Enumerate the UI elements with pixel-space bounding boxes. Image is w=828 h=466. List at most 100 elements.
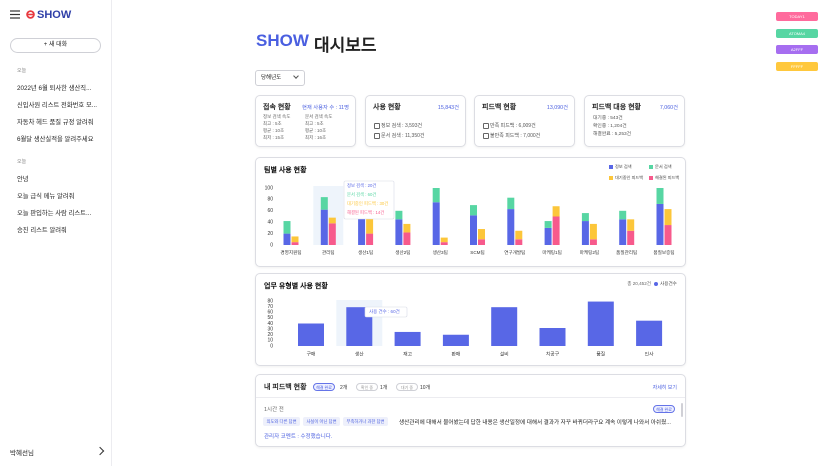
y-tick-label: 40 <box>267 220 273 226</box>
filter-pill[interactable]: 해결 완료 <box>313 383 335 391</box>
x-tick-label: 생산 <box>355 350 364 357</box>
feedback-tag: 부족하거나 과한 답변 <box>343 417 388 426</box>
bar-segment <box>320 197 328 210</box>
logo-text: SHOW <box>37 9 72 21</box>
color-tag[interactable]: FFFFF <box>776 62 818 71</box>
y-tick-label: 60 <box>267 310 273 316</box>
feedback-tag: 의도와 다른 답변 <box>263 417 300 426</box>
x-tick-label: 연구개발팀 <box>504 249 525 256</box>
bar-segment <box>589 223 597 240</box>
card-stat: 평균 : 10초 <box>305 128 327 133</box>
chat-history-item[interactable]: 6월달 생산실적을 알려주세요 <box>17 136 94 143</box>
bar-segment <box>619 210 627 220</box>
bar <box>442 334 469 346</box>
y-tick-label: 10 <box>267 338 273 344</box>
bar-segment <box>544 227 552 245</box>
x-tick-label: 마케팅2팀 <box>580 249 599 256</box>
bar-segment <box>283 233 291 245</box>
summary-card: 접속 현황 현재 사용자 수 : 11명 정보 검색 속도 최고 : 5초 평균 : 1… <box>255 95 356 147</box>
hover-band <box>313 186 344 245</box>
bar-segment <box>440 237 448 243</box>
card-stat: 정보 검색 속도 <box>263 114 291 119</box>
bar-segment <box>320 209 328 245</box>
bar-segment <box>470 205 477 216</box>
x-tick-label: 설비 <box>500 350 509 357</box>
chat-history-item[interactable]: 오늘 급식 메뉴 알려줘 <box>17 193 75 200</box>
bar-segment <box>478 239 485 245</box>
menu-icon[interactable] <box>10 10 20 19</box>
status-badge: 해결 완료 <box>653 405 675 413</box>
color-tag[interactable]: ATOMA4 <box>776 29 818 38</box>
x-tick-label: 마케팅1팀 <box>542 249 561 256</box>
bar <box>636 320 663 346</box>
chat-history-item[interactable]: 2022년 6월 퇴사한 생산직... <box>17 85 92 92</box>
card-highlight: 15,843건 <box>437 105 459 111</box>
y-tick-label: 20 <box>267 231 273 237</box>
card-stat: 평균 : 10초 <box>263 128 285 133</box>
bar-segment <box>581 221 589 245</box>
card-title: 접속 현황 <box>263 104 291 111</box>
x-tick-label: 구매 <box>307 350 316 357</box>
bar-segment <box>627 219 635 231</box>
new-chat-button[interactable]: + 새 대화 <box>10 38 101 53</box>
user-name[interactable]: 박혜선님 <box>10 450 34 457</box>
x-tick-label: SCM팀 <box>470 249 484 255</box>
stat-icon <box>483 123 489 129</box>
x-tick-label: 경영지원팀 <box>280 249 301 256</box>
x-tick-label: 판매 <box>451 350 460 357</box>
chart-title: 업무 유형별 사용 현황 <box>264 281 328 290</box>
divider <box>256 397 685 398</box>
chart: 업무 유형별 사용 현황 총 20,452건 사용건수 010203040506070… <box>264 280 677 357</box>
y-tick-label: 30 <box>267 326 273 332</box>
bar-segment <box>283 221 291 234</box>
card-stat: 문서 검색 : 11,350건 <box>381 133 425 139</box>
bar-segment <box>403 232 411 245</box>
summary-card: 사용 현황 15,843건 정보 검색 : 3,593건 문서 검색 : 11,350… <box>365 95 466 147</box>
chat-history-item[interactable]: 자동차 헤드 품질 규정 알려줘 <box>17 119 94 126</box>
bar-segment <box>507 209 515 245</box>
more-link[interactable]: 자세히 보기 <box>652 385 677 391</box>
x-tick-label: 생산2팀 <box>395 249 410 255</box>
bar-segment <box>432 188 440 203</box>
brand-title: SHOW <box>256 31 309 50</box>
x-tick-label: 인사 <box>645 350 654 357</box>
legend-swatch <box>649 165 653 169</box>
bar-segment <box>507 197 515 210</box>
x-tick-label: 재고 <box>403 350 412 357</box>
x-tick-label: 품질관리팀 <box>616 249 637 256</box>
period-dropdown[interactable]: 당해년도 <box>255 70 305 86</box>
chat-history-item[interactable]: 신입사원 리스트 전화번호 모... <box>17 102 98 109</box>
card-stat: 최저 : 16초 <box>305 135 327 140</box>
sidebar <box>0 0 112 466</box>
bar-segment <box>366 233 374 245</box>
y-tick-label: 80 <box>267 197 273 203</box>
chat-history-item[interactable]: 안녕 <box>17 176 29 183</box>
tooltip-line: 문서 검색 : 60건 <box>347 191 376 198</box>
color-tag[interactable]: TODAY1 <box>776 12 818 21</box>
card-stat: 대기중 : 543건 <box>593 116 623 121</box>
y-tick-label: 40 <box>267 321 273 327</box>
card-stat: 확인중 : 1,204건 <box>593 124 627 129</box>
y-tick-label: 20 <box>267 332 273 338</box>
legend-swatch <box>609 165 613 169</box>
chart-title: 팀별 사용 현황 <box>264 165 307 174</box>
bar-segment <box>619 219 627 245</box>
card-highlight: 7,060건 <box>659 105 678 111</box>
legend-swatch <box>654 282 658 286</box>
chat-history-item[interactable]: 오늘 판입하는 사람 리스트... <box>17 210 92 217</box>
filter-pill[interactable]: 대기 중 <box>396 383 418 391</box>
bar-segment <box>470 215 477 245</box>
chat-history-item[interactable]: 승진 리스트 알려줘 <box>17 227 67 234</box>
filter-pill[interactable]: 확인 중 <box>356 383 378 391</box>
bar-segment <box>515 230 523 240</box>
tooltip-line: 대기중인 피드백 : 30건 <box>347 200 388 207</box>
bar-segment <box>440 242 448 245</box>
legend-label: 정보 검색 <box>615 163 632 170</box>
tooltip-box <box>343 180 395 220</box>
bar-segment <box>432 202 440 245</box>
card-stat: 정보 검색 : 3,593건 <box>381 123 423 129</box>
bar-segment <box>328 223 336 245</box>
color-tag[interactable]: A2FFF <box>776 45 818 54</box>
